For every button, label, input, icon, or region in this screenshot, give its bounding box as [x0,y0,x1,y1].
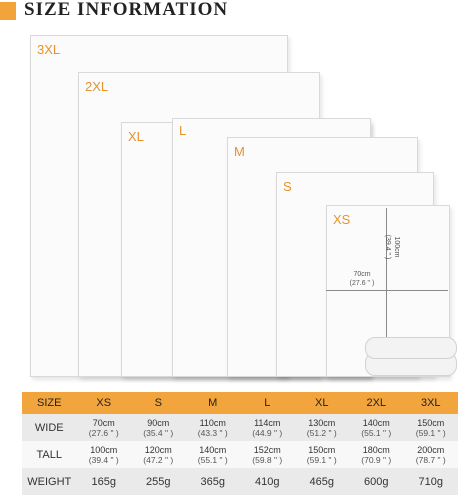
table-cell: 180cm (70.9 " ) [349,441,404,468]
table-cell: 120cm (47.2 " ) [131,441,186,468]
rolled-blanket-base [365,337,457,359]
size-label-l: L [179,123,187,138]
header-accent-marker [0,2,16,20]
column-header: 3XL [403,392,458,414]
table-cell: 150cm (59.1 " ) [403,414,458,441]
page-title: SIZE INFORMATION [24,0,229,20]
table-cell: 100cm (39.4 " ) [76,441,131,468]
height-in: (39.4 " ) [384,234,391,260]
column-header: XL [294,392,349,414]
table-row-tall: TALL 100cm (39.4 " ) 120cm (47.2 " ) 140cm… [22,441,458,468]
table-cell: 140cm (55.1 " ) [185,441,240,468]
size-table: SIZE XS S M L XL 2XL 3XL WIDE 70cm (27.6 … [22,392,458,495]
table-cell: 200cm (78.7 " ) [403,441,458,468]
table-cell: 152cm (59.8 " ) [240,441,295,468]
table-cell: 255g [131,468,186,495]
width-in: (27.6 " ) [349,280,375,287]
column-header: SIZE [22,392,77,414]
width-cm: 70cm [353,271,371,278]
table-header-row: SIZE XS S M L XL 2XL 3XL [22,392,458,414]
width-dimension-line [326,290,448,291]
table-cell: 110cm (43.3 " ) [185,414,240,441]
column-header: M [185,392,240,414]
height-cm: 100cm [393,236,400,258]
size-label-m: M [234,144,245,159]
table-cell: 90cm (35.4 " ) [131,414,186,441]
table-row-weight: WEIGHT 165g 255g 365g 410g 465g 600g 710… [22,468,458,495]
table-cell: 165g [76,468,131,495]
size-label-2xl: 2XL [85,79,109,94]
table-cell: 140cm (55.1 " ) [349,414,404,441]
table-cell: 365g [185,468,240,495]
size-label-s: S [283,179,292,194]
table-cell: 600g [349,468,404,495]
width-dimension-label: 70cm (27.6 " ) [342,270,382,288]
size-label-3xl: 3XL [37,42,61,57]
row-label: WEIGHT [22,468,77,495]
table-cell: 410g [240,468,295,495]
table-cell: 710g [403,468,458,495]
size-label-xl: XL [128,129,144,144]
height-dimension-label: 100cm (39.4 " ) [383,227,401,267]
height-dimension-line [386,208,387,370]
size-label-xs: XS [333,212,351,227]
column-header: 2XL [349,392,404,414]
column-header: S [131,392,186,414]
column-header: L [240,392,295,414]
table-cell: 465g [294,468,349,495]
table-row-wide: WIDE 70cm (27.6 " ) 90cm (35.4 " ) 110cm (4… [22,414,458,441]
table-cell: 150cm (59.1 " ) [294,441,349,468]
header: SIZE INFORMATION [0,0,458,26]
row-label: WIDE [22,414,77,441]
table-cell: 114cm (44.9 " ) [240,414,295,441]
column-header: XS [76,392,131,414]
table-cell: 70cm (27.6 " ) [76,414,131,441]
row-label: TALL [22,441,77,468]
table-cell: 130cm (51.2 " ) [294,414,349,441]
